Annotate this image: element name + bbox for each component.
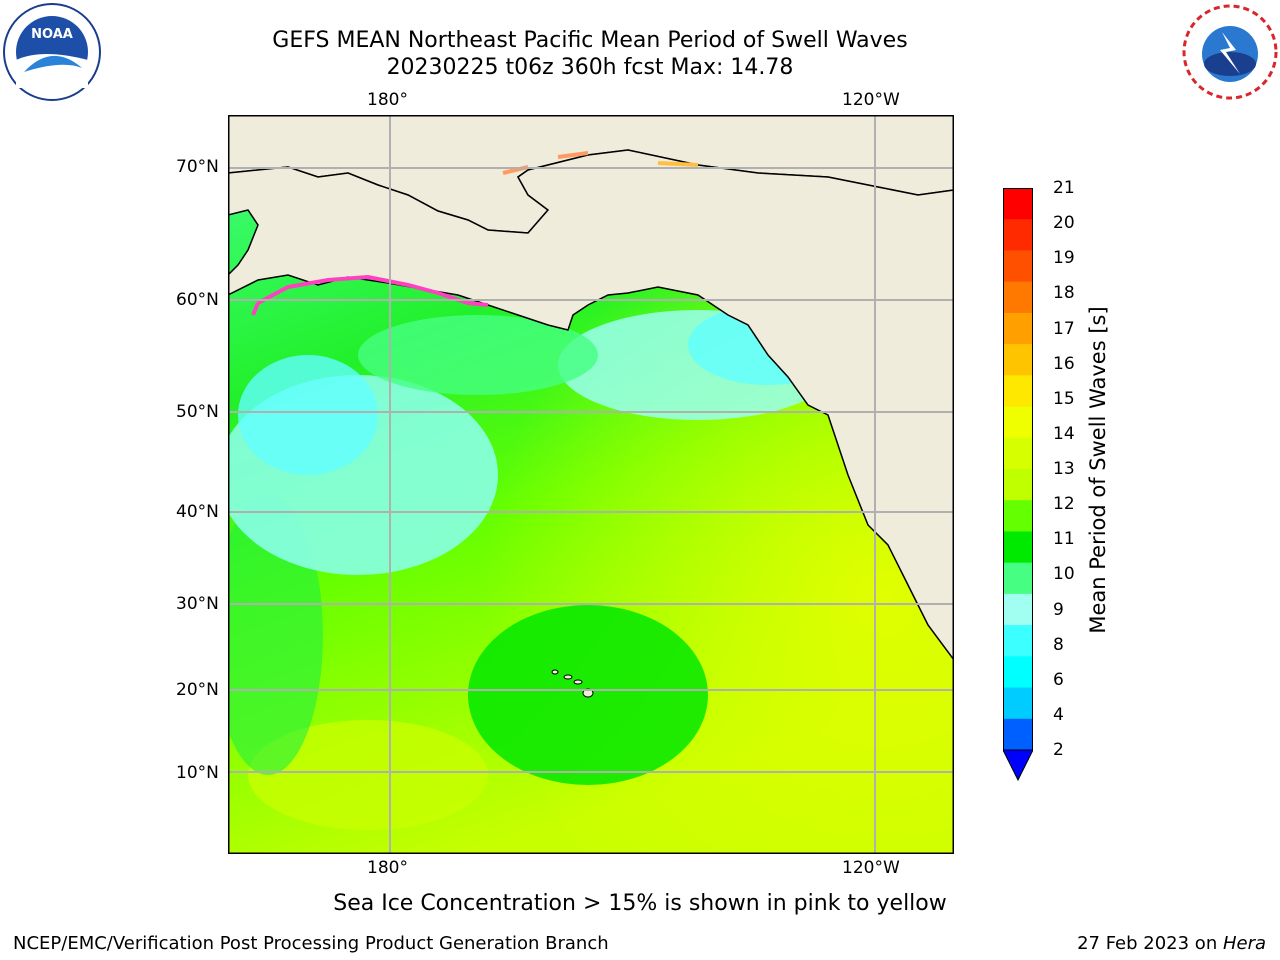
colorbar-segment (1003, 562, 1033, 595)
colorbar-segment (1003, 593, 1033, 626)
colorbar-segment (1003, 281, 1033, 314)
land-areas (228, 115, 954, 662)
colorbar-tick-label: 17 (1053, 318, 1075, 339)
lon-label-bottom-180: 180° (367, 858, 408, 878)
lat-label-70n: 70°N (176, 157, 219, 177)
colorbar-tick-label: 10 (1053, 564, 1075, 585)
colorbar-tick-label: 11 (1053, 529, 1075, 550)
colorbar-tick-label: 19 (1053, 248, 1075, 269)
lat-label-40n: 40°N (176, 502, 219, 522)
colorbar-title: Mean Period of Swell Waves [s] (1086, 306, 1110, 634)
colorbar-tick-label: 14 (1053, 423, 1075, 444)
colorbar-extend-arrow (1003, 749, 1033, 782)
lon-label-top-120w: 120°W (842, 90, 900, 110)
colorbar-tick-label: 13 (1053, 459, 1075, 479)
footer-date-text: 27 Feb 2023 on (1077, 933, 1223, 954)
lat-label-20n: 20°N (176, 680, 219, 700)
colorbar-segment (1003, 219, 1033, 252)
lat-label-30n: 30°N (176, 594, 219, 614)
lat-label-60n: 60°N (176, 290, 219, 310)
sea-ice-edge (251, 151, 699, 316)
colorbar-tick-label: 12 (1053, 494, 1075, 515)
colorbar-segment (1003, 469, 1033, 501)
sea-ice-note: Sea Ice Concentration > 15% is shown in … (333, 891, 947, 916)
svg-text:NOAA: NOAA (31, 27, 73, 42)
lat-label-10n: 10°N (176, 763, 219, 783)
colorbar-tick-label: 4 (1053, 704, 1064, 725)
footer-date: 27 Feb 2023 on Hera (1077, 933, 1266, 954)
lat-label-50n: 50°N (176, 402, 219, 422)
colorbar-segment (1003, 437, 1033, 470)
footer-host: Hera (1222, 933, 1266, 954)
lon-label-bottom-120w: 120°W (842, 858, 900, 878)
colorbar (1003, 188, 1033, 782)
nws-logo (1182, 4, 1278, 100)
colorbar-segment (1003, 375, 1033, 408)
colorbar-segment (1003, 500, 1033, 533)
lon-label-top-180: 180° (367, 90, 408, 110)
colorbar-segment (1003, 625, 1033, 657)
colorbar-segment (1003, 250, 1033, 283)
colorbar-segment (1003, 312, 1033, 345)
colorbar-tick-label: 8 (1053, 634, 1064, 655)
colorbar-segment (1003, 656, 1033, 689)
colorbar-segment (1003, 718, 1033, 751)
colorbar-segment (1003, 406, 1033, 439)
colorbar-tick-label: 16 (1053, 353, 1075, 374)
swell-period-map (228, 115, 954, 854)
colorbar-tick-label: 15 (1053, 388, 1075, 409)
colorbar-tick-label: 20 (1053, 213, 1075, 234)
colorbar-tick-label: 9 (1053, 599, 1064, 620)
colorbar-segment (1003, 531, 1033, 564)
colorbar-tick-label: 2 (1053, 740, 1064, 760)
noaa-logo: NOAA (3, 3, 101, 101)
colorbar-segment (1003, 188, 1033, 220)
graticule (228, 115, 954, 854)
colorbar-segment (1003, 687, 1033, 720)
colorbar-tick-label: 21 (1053, 178, 1075, 198)
map-frame (228, 115, 954, 854)
colorbar-segment (1003, 344, 1033, 376)
colorbar-tick-label: 18 (1053, 283, 1075, 304)
colorbar-tick-label: 6 (1053, 669, 1064, 690)
chart-title: GEFS MEAN Northeast Pacific Mean Period … (272, 28, 908, 53)
chart-subtitle: 20230225 t06z 360h fcst Max: 14.78 (386, 55, 794, 80)
footer-credit: NCEP/EMC/Verification Post Processing Pr… (13, 933, 609, 954)
